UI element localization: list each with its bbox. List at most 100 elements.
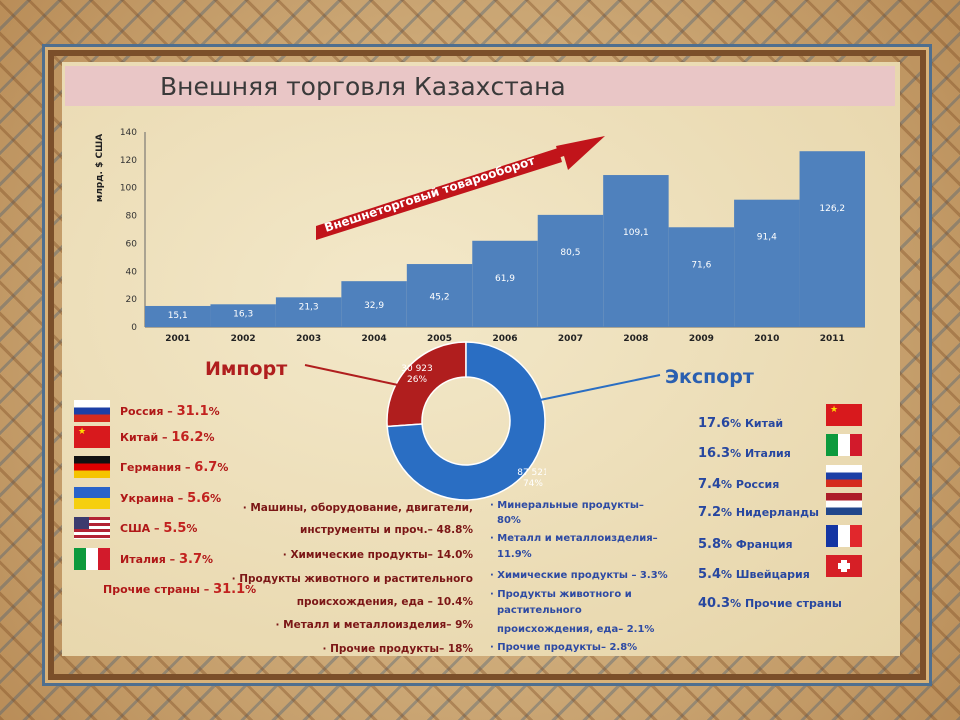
- percent-sign: %: [730, 417, 745, 430]
- import-goods-line: происхождения, еда – 10.4%: [296, 596, 473, 608]
- country-percent: 5.4: [698, 567, 722, 582]
- import-country: Китай – 16.2%: [120, 430, 214, 445]
- percent-sign: %: [203, 431, 215, 444]
- country-percent: 5.6: [187, 491, 211, 506]
- bar-2006: [472, 240, 538, 327]
- percent-sign: %: [210, 492, 222, 505]
- export-label: Экспорт: [665, 366, 754, 388]
- import-goods-line: · Машины, оборудование, двигатели,: [242, 502, 473, 514]
- country-name: Китай –: [120, 431, 172, 444]
- x-tick-label: 2008: [623, 334, 648, 344]
- export-goods-line: 80%: [497, 515, 521, 526]
- bar-value-label: 21,3: [299, 302, 319, 312]
- country-percent: 31.1: [213, 582, 246, 597]
- export-country: 17.6% Китай: [698, 416, 783, 431]
- country-name: Швейцария: [735, 568, 810, 581]
- flag-switzerland-icon: [826, 555, 862, 577]
- flag-germany-icon: [74, 456, 110, 478]
- bar-2001: [145, 305, 211, 327]
- import-goods-line: · Прочие продукты– 18%: [322, 643, 473, 655]
- flag-italy-icon: [826, 434, 862, 456]
- country-percent: 7.4: [698, 477, 722, 492]
- flag-usa-icon: [74, 517, 110, 539]
- import-goods-line: · Химические продукты– 14.0%: [282, 549, 473, 561]
- x-tick-label: 2010: [754, 334, 779, 344]
- import-goods-line: · Продукты животного и растительного: [231, 573, 473, 585]
- bar-value-label: 109,1: [623, 228, 649, 238]
- bar-2005: [406, 264, 473, 327]
- y-tick-label: 120: [120, 156, 137, 166]
- country-percent: 3.7: [179, 552, 203, 567]
- percent-sign: %: [217, 461, 229, 474]
- country-name: Россия –: [120, 405, 177, 418]
- country-name: Италия –: [120, 553, 179, 566]
- bar-2010: [734, 199, 800, 327]
- export-goods-line: 11.9%: [497, 549, 532, 560]
- x-tick-label: 2007: [558, 334, 583, 344]
- flag-china-icon: ★: [74, 426, 110, 448]
- export-country: 5.8% Франция: [698, 537, 793, 552]
- country-percent: 6.7: [194, 460, 218, 475]
- country-percent: 31.1: [176, 404, 209, 419]
- donut-slice-1: [386, 341, 546, 501]
- bar-value-label: 16,3: [233, 309, 253, 319]
- import-country: Прочие страны – 31.1%: [103, 582, 256, 597]
- trade-bar-chart: 0 20 40 60 80 100 120 140 2001 2002 2003 2004 2005 20…: [95, 128, 865, 344]
- country-name: Прочие страны: [744, 597, 842, 610]
- flag-russia-icon: [826, 465, 862, 487]
- country-percent: 40.3: [698, 596, 731, 611]
- x-tick-label: 2011: [820, 334, 845, 344]
- country-percent: 16.2: [171, 430, 204, 445]
- country-name: Германия –: [120, 461, 195, 474]
- bar-value-label: 126,2: [819, 204, 845, 214]
- title-bar: [65, 66, 895, 106]
- percent-sign: %: [730, 597, 745, 610]
- x-tick-label: 2004: [362, 334, 387, 344]
- bar-value-label: 15,1: [168, 311, 188, 321]
- country-name: Россия: [735, 478, 780, 491]
- bar-value-label: 61,9: [495, 274, 515, 284]
- donut-value-label: 87 521: [517, 468, 546, 478]
- import-country: США – 5.5%: [120, 521, 197, 536]
- country-name: США –: [120, 522, 164, 535]
- y-tick-label: 60: [126, 239, 138, 249]
- x-tick-label: 2009: [689, 334, 714, 344]
- flag-netherlands-icon: [826, 493, 862, 515]
- country-name: Нидерланды: [735, 506, 819, 519]
- import-country: Италия – 3.7%: [120, 552, 213, 567]
- export-goods-line: происхождения, еда– 2.1%: [497, 624, 655, 635]
- export-goods-line: · Металл и металлоизделия–: [490, 533, 658, 544]
- export-goods-line: · Прочие продукты– 2.8%: [490, 642, 638, 653]
- bar-2011: [799, 151, 865, 327]
- export-goods-line: растительного: [497, 605, 582, 616]
- percent-sign: %: [208, 405, 220, 418]
- flag-russia-icon: [74, 400, 110, 422]
- y-axis-label: млрд. $ США: [95, 134, 105, 202]
- country-name: Италия: [744, 447, 791, 460]
- donut-percent-label: 74%: [523, 479, 543, 489]
- export-country: 16.3% Италия: [698, 446, 791, 461]
- export-goods-line: · Минеральные продукты–: [490, 500, 644, 511]
- country-name: Прочие страны –: [103, 583, 214, 596]
- import-label: Импорт: [205, 358, 288, 380]
- country-percent: 5.5: [163, 521, 187, 536]
- bar-value-label: 45,2: [430, 293, 450, 303]
- x-tick-label: 2002: [231, 334, 256, 344]
- export-country: 7.4% Россия: [698, 477, 779, 492]
- flag-france-icon: [826, 525, 862, 547]
- bar-value-label: 91,4: [757, 233, 777, 243]
- bar-value-label: 80,5: [560, 248, 580, 258]
- percent-sign: %: [721, 538, 736, 551]
- percent-sign: %: [721, 478, 736, 491]
- country-percent: 16.3: [698, 446, 731, 461]
- bar-2003: [275, 297, 342, 327]
- country-name: Украина –: [120, 492, 188, 505]
- import-country: Украина – 5.6%: [120, 491, 221, 506]
- percent-sign: %: [721, 506, 736, 519]
- flag-ukraine-icon: [74, 487, 110, 509]
- percent-sign: %: [202, 553, 214, 566]
- y-tick-label: 40: [126, 267, 138, 277]
- bar-2009: [668, 227, 735, 327]
- y-tick-label: 20: [126, 295, 138, 305]
